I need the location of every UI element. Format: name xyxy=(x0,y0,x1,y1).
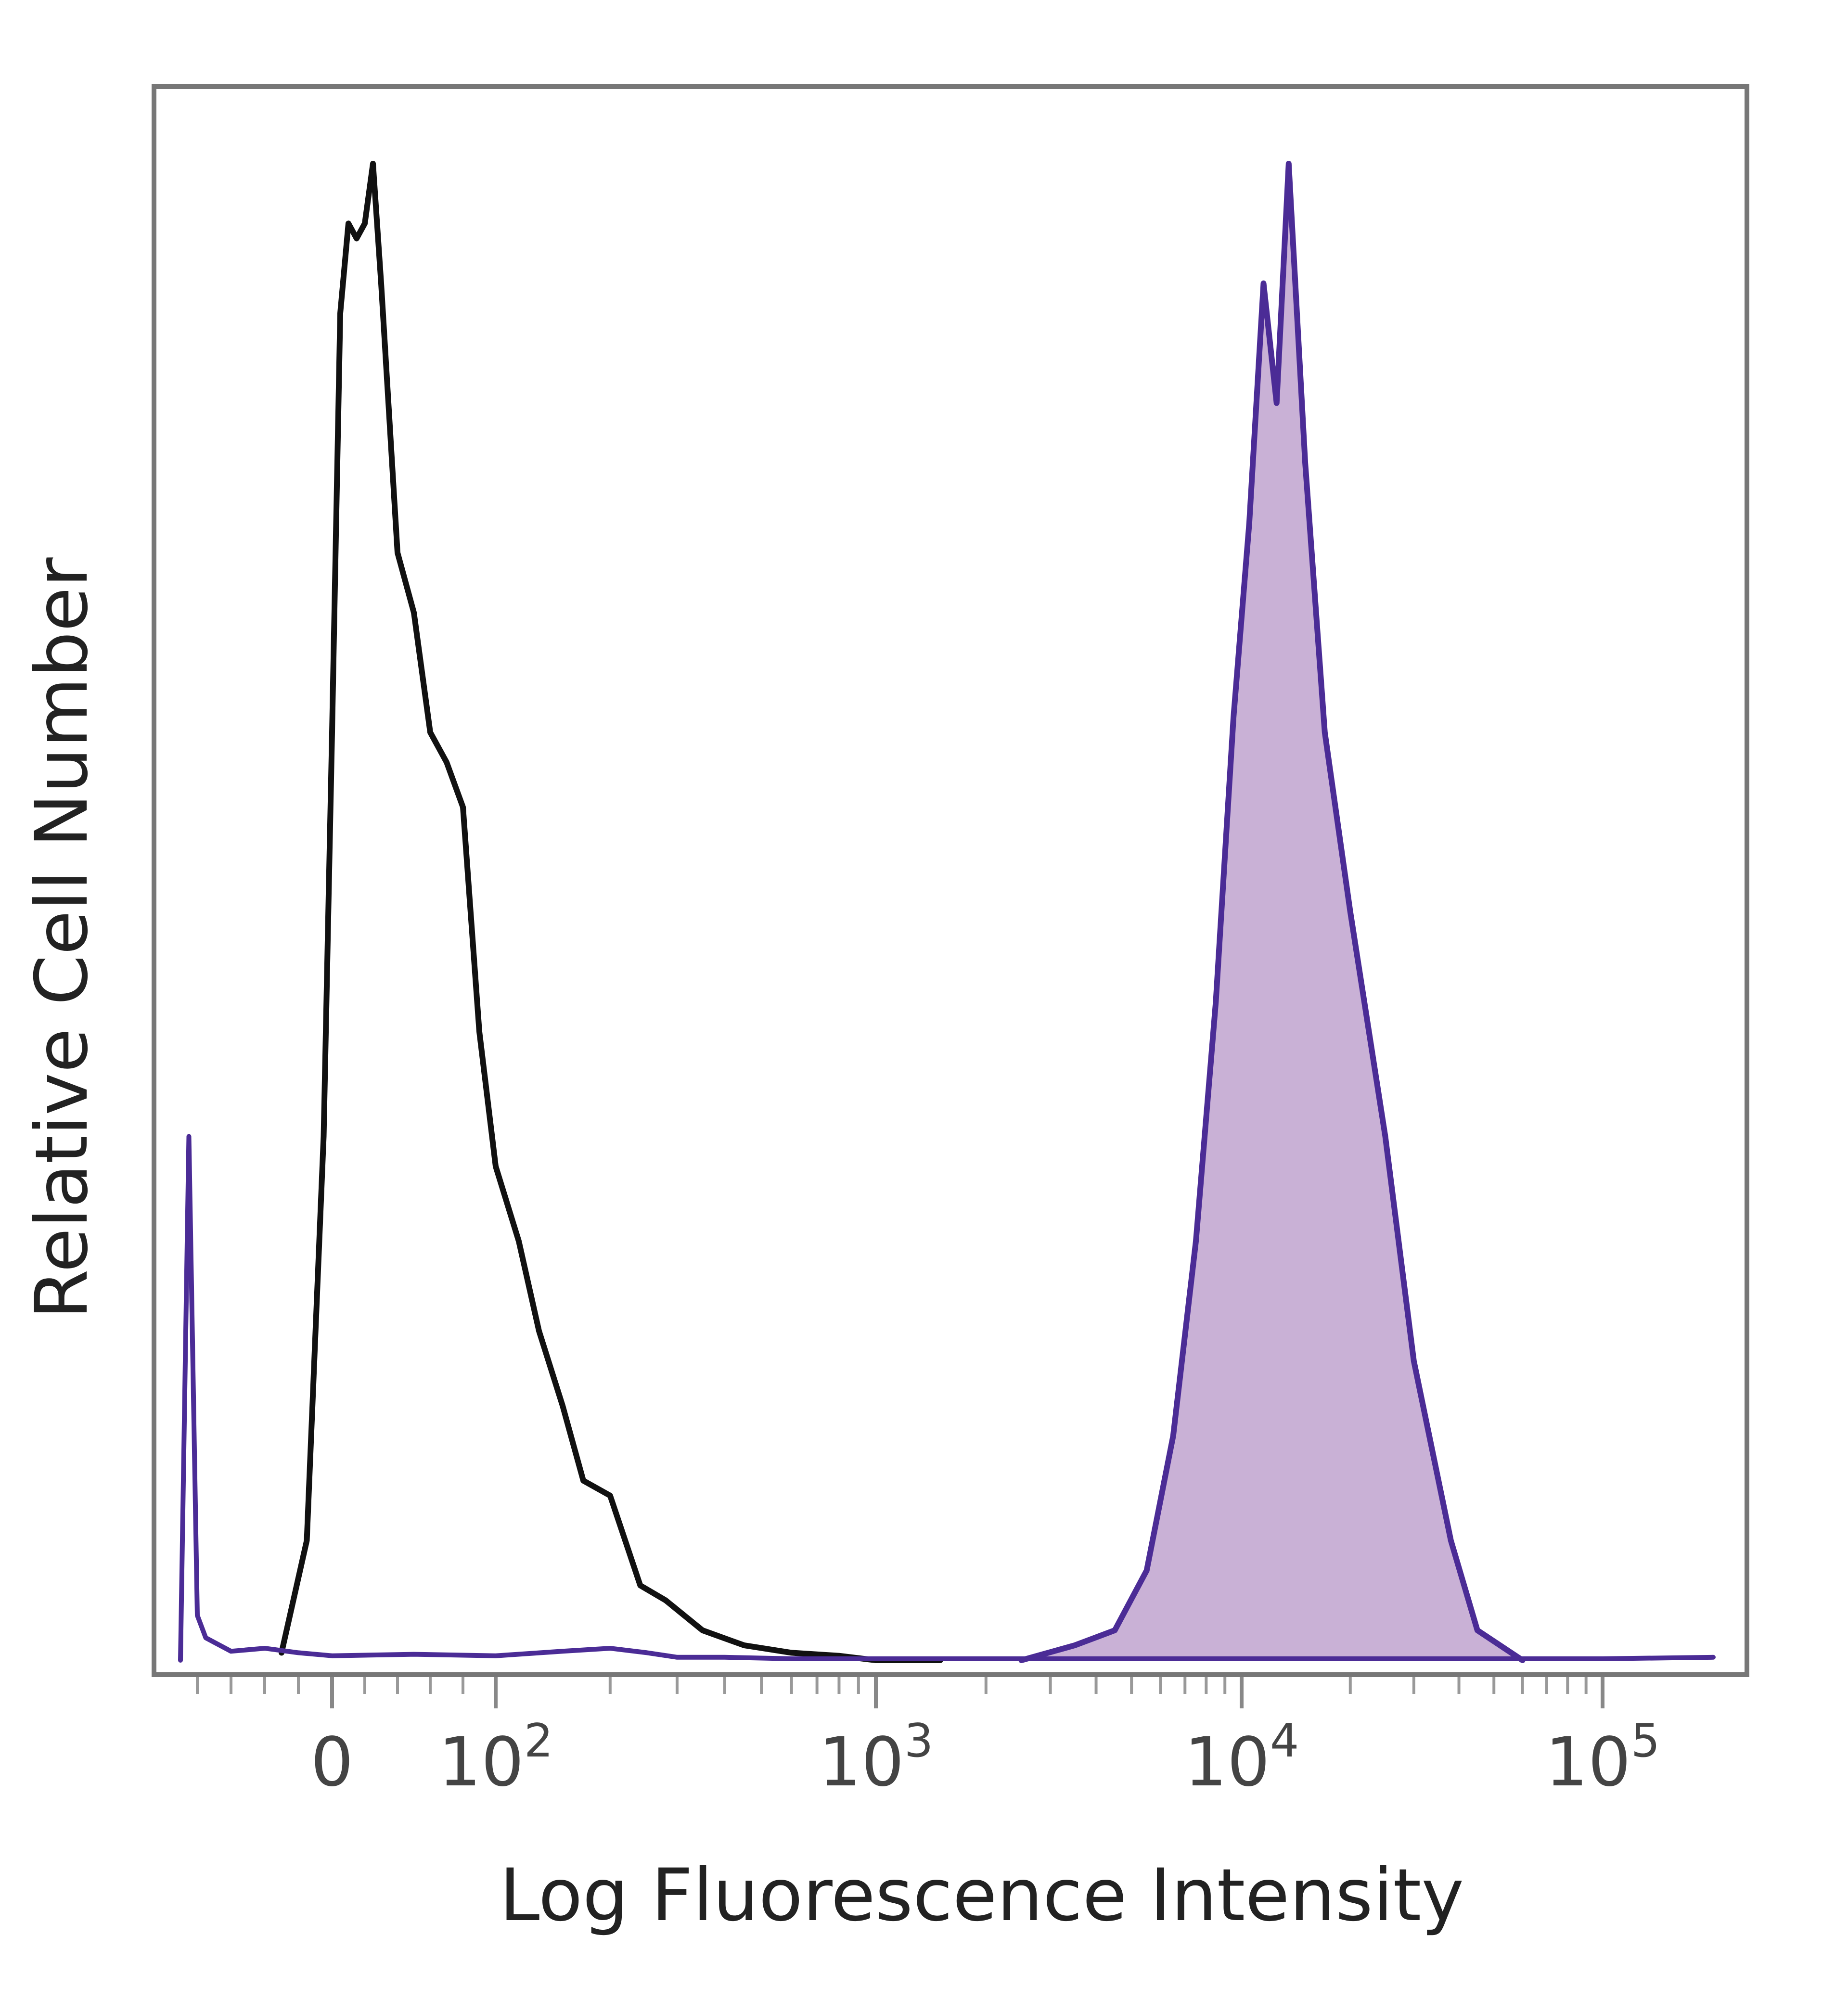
series-layer xyxy=(178,161,1716,1663)
x-axis-ticks: 0 102 103 104 105 xyxy=(196,1677,1660,1802)
x-tick-label: 105 xyxy=(1545,1715,1660,1802)
y-axis-title: Relative Cell Number xyxy=(20,557,104,1320)
x-axis-title: Log Fluorescence Intensity xyxy=(500,1854,1464,1937)
control-histogram-line xyxy=(279,161,943,1663)
x-tick-label: 104 xyxy=(1184,1715,1299,1802)
stained-histogram-line xyxy=(1018,161,1526,1663)
stained-histogram-fill xyxy=(1021,164,1523,1660)
x-tick-label: 0 xyxy=(310,1723,353,1802)
x-tick-label: 103 xyxy=(819,1715,934,1802)
stained-baseline-line xyxy=(178,1134,1716,1663)
plot-frame xyxy=(152,84,1749,1677)
x-tick-label: 102 xyxy=(438,1715,553,1802)
